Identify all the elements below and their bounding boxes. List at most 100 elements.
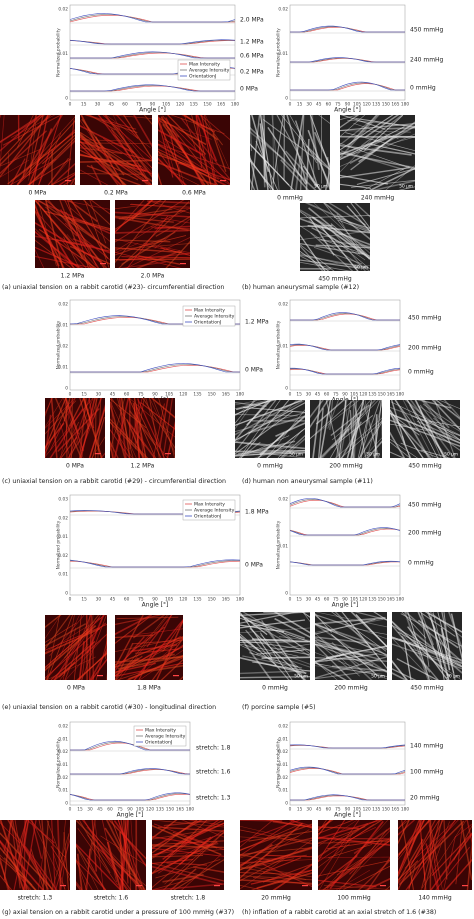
fiber [315, 623, 387, 674]
fiber [9, 158, 57, 185]
fiber [390, 451, 405, 458]
y-tick-label: 0.02 [58, 775, 68, 781]
x-tick-label: 30 [306, 102, 312, 108]
curve [289, 744, 406, 749]
fiber [400, 442, 440, 458]
fiber [11, 820, 27, 890]
fiber [428, 612, 445, 663]
fiber [300, 255, 324, 269]
fiber [193, 866, 224, 873]
fiber [80, 147, 123, 155]
fiber [312, 115, 315, 180]
fiber [360, 401, 372, 458]
fiber [51, 820, 56, 890]
panel: 450 mmHg 240 mmHg 0 mmHg 0 15 30 45 60 75 90 105 12… [242, 4, 444, 291]
fiber [35, 204, 60, 268]
fiber [244, 645, 310, 668]
curve-label: 0 MPa [245, 367, 263, 374]
fiber [438, 400, 460, 409]
fiber [127, 820, 131, 890]
fiber [318, 832, 354, 890]
y-tick-label: 0 [65, 96, 68, 102]
fiber [158, 116, 207, 146]
fiber [331, 612, 387, 652]
fiber [165, 117, 204, 185]
fiber [37, 835, 47, 890]
legend-entry: OrientationJ [194, 514, 221, 520]
fiber [106, 672, 107, 680]
fiber [55, 838, 70, 890]
fiber [240, 400, 290, 458]
scale-bar [165, 453, 171, 455]
x-tick-label: 135 [190, 102, 198, 108]
fiber [315, 619, 376, 635]
x-tick-label: 30 [306, 392, 312, 398]
fiber [370, 143, 415, 155]
fiber [24, 845, 58, 890]
image-label: stretch: 1.8 [171, 895, 206, 902]
scale-bar [302, 885, 308, 887]
fiber [285, 150, 322, 190]
fiber [437, 612, 454, 673]
fiber [73, 180, 75, 185]
fiber [390, 441, 411, 458]
fiber [115, 251, 182, 268]
x-axis-label: Angle [°] [139, 107, 166, 114]
fiber [34, 116, 75, 161]
fibers [398, 820, 472, 890]
x-tick-label: 165 [387, 392, 395, 398]
fiber [0, 874, 13, 890]
fiber [258, 856, 299, 860]
fiber [235, 400, 258, 417]
fiber [76, 844, 99, 890]
fiber [340, 115, 360, 129]
fiber [240, 635, 260, 652]
curve-label: 200 mmHg [408, 530, 442, 537]
fiber [53, 615, 102, 680]
fiber [358, 628, 387, 640]
fiber [340, 115, 359, 121]
x-tick-label: 45 [110, 392, 116, 398]
fiber [28, 115, 44, 176]
curve-label: 450 mmHg [408, 315, 442, 322]
fiber [46, 820, 70, 882]
fiber [390, 412, 460, 444]
fiber [318, 840, 390, 844]
fiber [80, 131, 126, 185]
curve-label: 0 MPa [240, 86, 258, 93]
fiber [252, 451, 305, 458]
fiber [430, 832, 472, 890]
fiber [155, 216, 190, 237]
fiber [158, 117, 180, 138]
image-label: 0 MPa [29, 190, 47, 197]
legend-box [177, 59, 231, 81]
fiber [328, 844, 373, 859]
fiber [80, 134, 152, 183]
x-tick-label: 45 [316, 807, 322, 813]
fiber [195, 115, 212, 185]
fiber [76, 857, 87, 890]
y-tick-label: 0.01 [278, 788, 288, 794]
fibers [235, 400, 305, 458]
fiber [76, 860, 93, 890]
fiber [115, 671, 143, 680]
fiber [35, 209, 65, 268]
fiber [3, 820, 13, 854]
fiber [0, 148, 42, 167]
fiber [69, 176, 75, 185]
x-tick-label: 90 [152, 392, 158, 398]
legend-entry: Average Intensity [194, 314, 235, 320]
y-tick-label: 0.02 [278, 302, 288, 308]
scale-bar [100, 263, 106, 265]
curve-label: 140 mmHg [410, 743, 444, 750]
fiber [315, 623, 387, 656]
fiber [235, 412, 272, 444]
x-tick-label: 165 [222, 392, 230, 398]
fiber [153, 823, 224, 851]
x-tick-label: 105 [350, 392, 358, 398]
y-tick-label: 0.03 [58, 497, 68, 503]
fiber [398, 820, 436, 890]
x-tick-label: 135 [372, 807, 380, 813]
fiber [85, 848, 91, 890]
fiber [318, 820, 332, 837]
